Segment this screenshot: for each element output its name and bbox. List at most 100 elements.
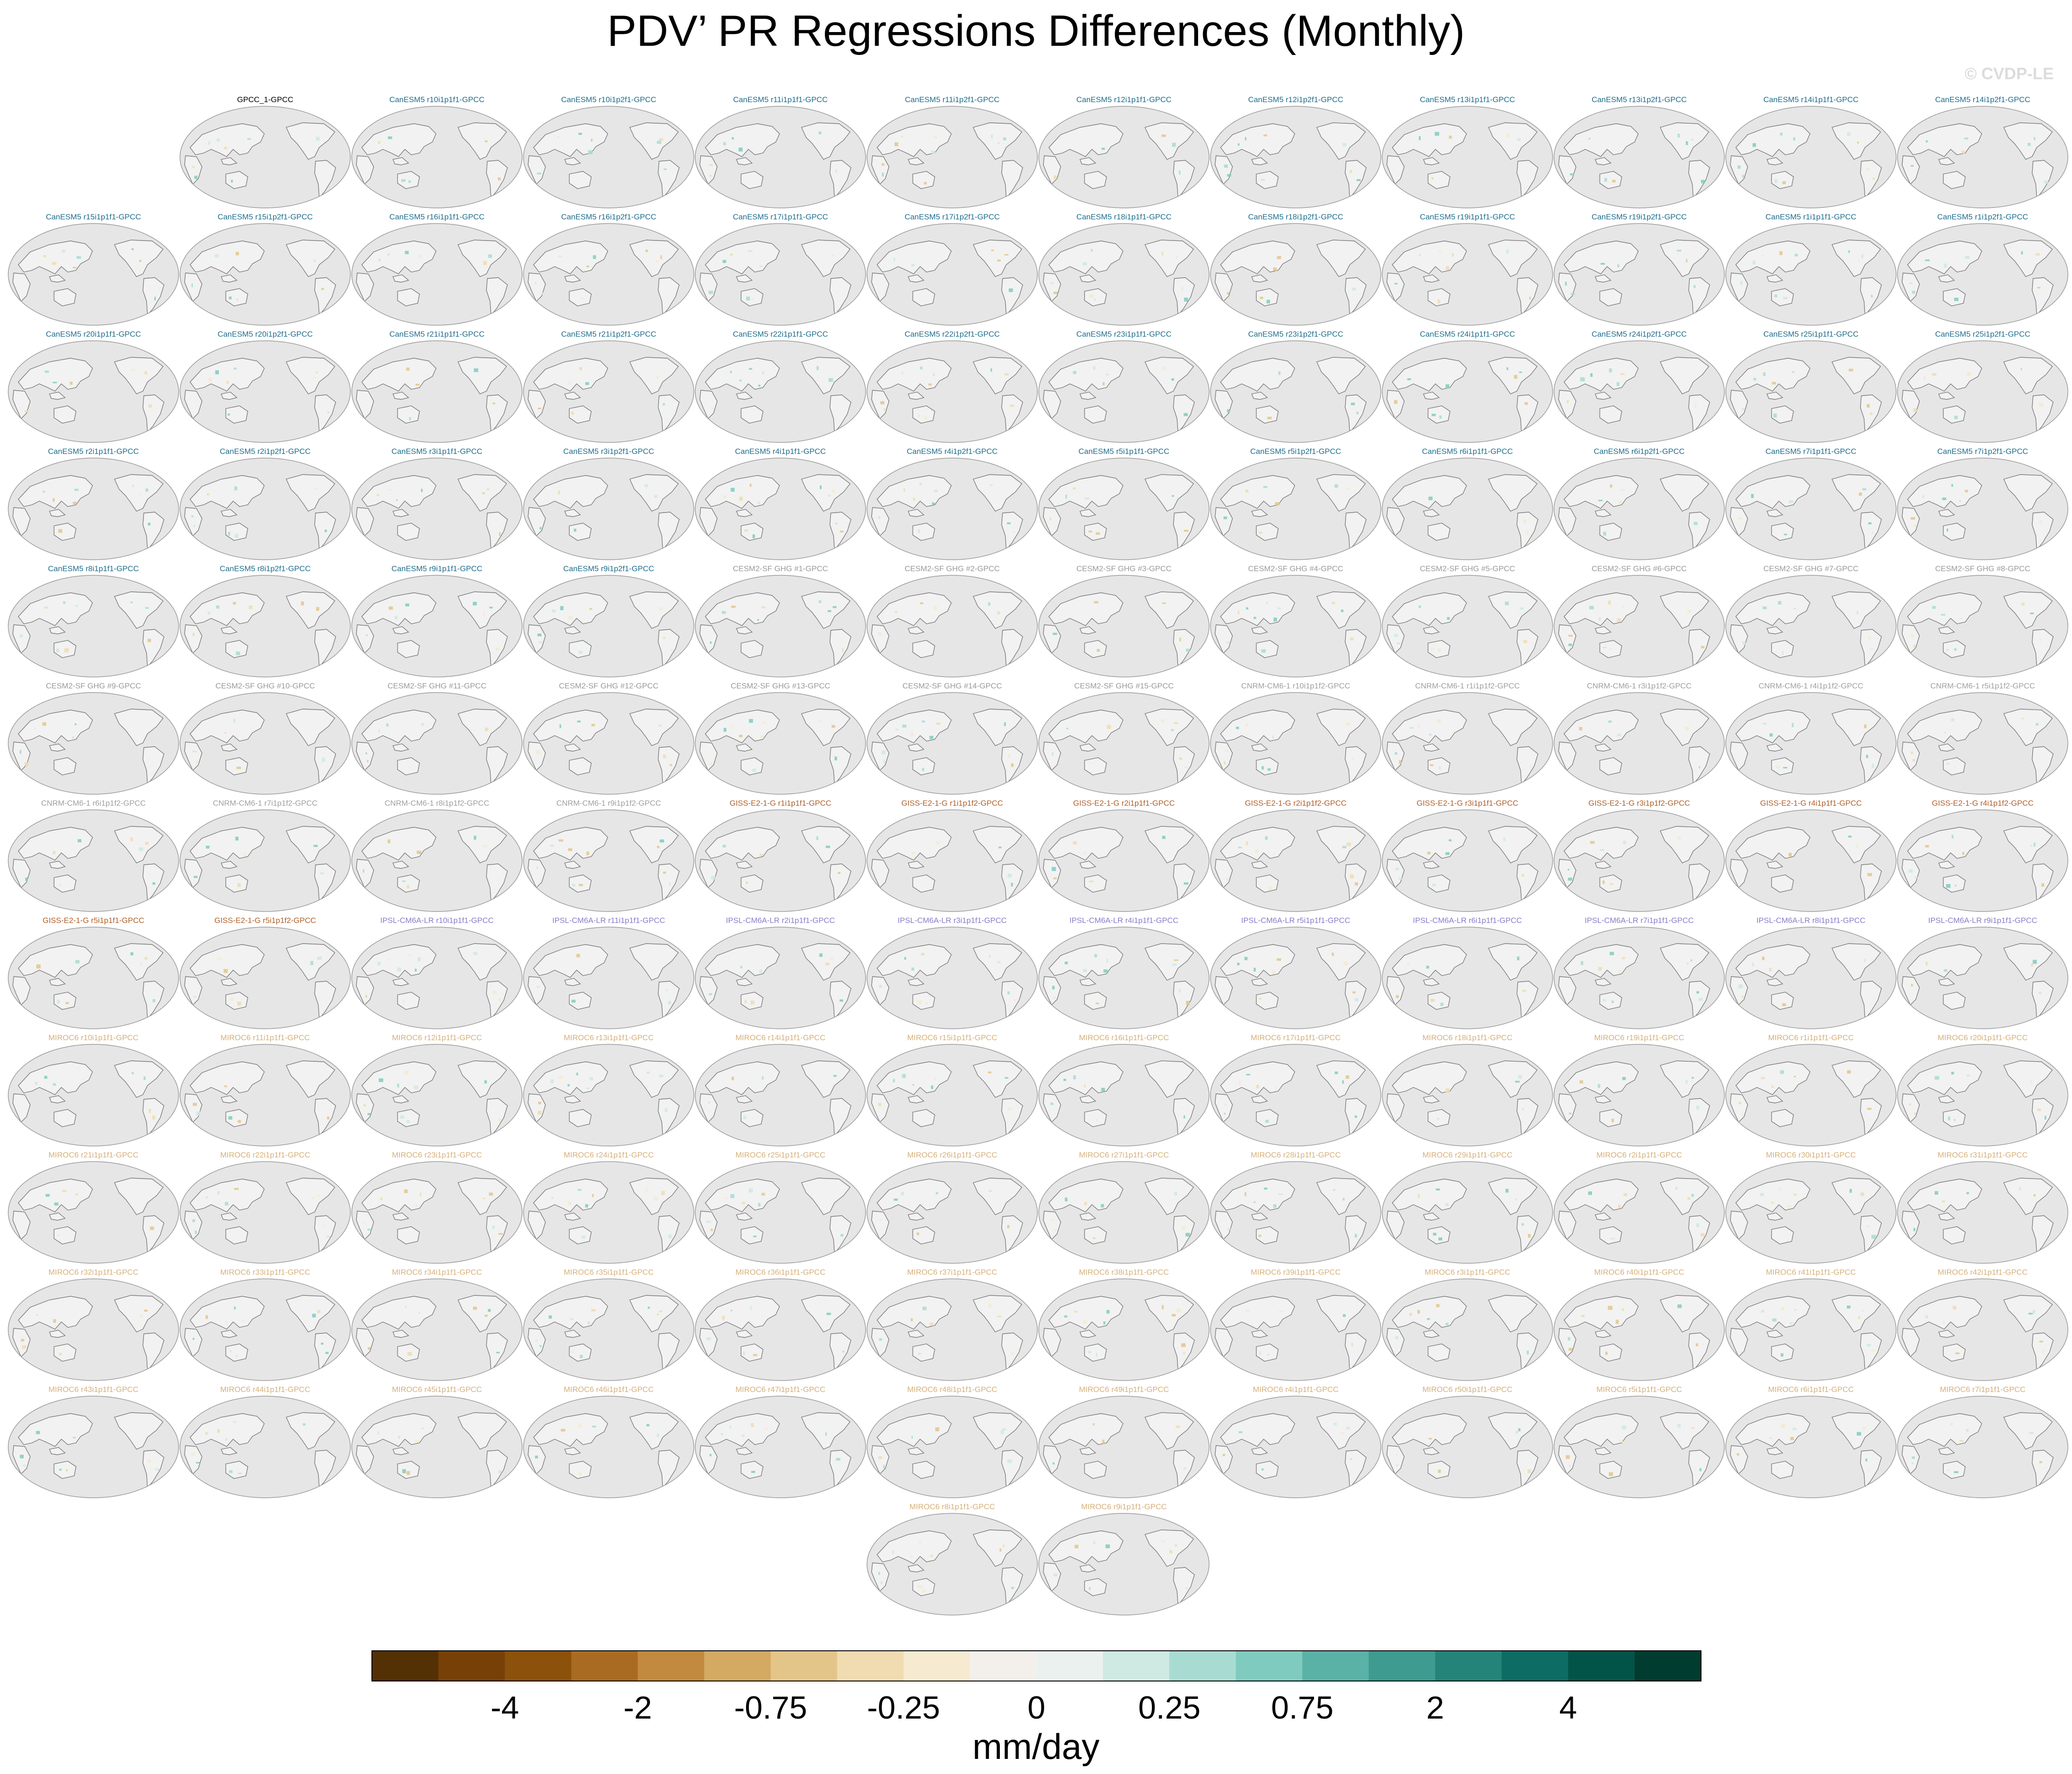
ocean [1726,1396,1896,1498]
ocean [1726,1279,1896,1381]
continent-south-america [1173,160,1195,199]
anomaly-patch [706,1221,711,1223]
anomaly-patch [1433,1233,1437,1236]
continent-australia [912,1226,935,1245]
anomaly-patch [1618,1205,1621,1209]
anomaly-patch [52,262,57,265]
map-panel: CNRM-CM6-1 r5i1p1f2-GPCC [1897,681,2069,795]
map-border [1897,1044,2068,1146]
continent-north-america [114,1178,164,1215]
anomaly-patch [998,142,1000,144]
world-map [1725,692,1897,795]
continent-north-america [286,240,335,277]
world-map [351,106,523,208]
anomaly-patch [589,1077,593,1081]
continent-maritime [1595,861,1612,869]
continent-maritime [1595,1095,1612,1103]
anomaly-patch [749,719,753,723]
map-panel: MIROC6 r19i1p1f1-GPCC [1553,1032,1725,1147]
anomaly-patch [420,1192,421,1197]
anomaly-patch [1527,1469,1531,1474]
map-panel: CanESM5 r16i1p2f1-GPCC [523,212,695,326]
continent-asia-europe [877,240,952,274]
continent-maritime [1595,157,1612,165]
map-border [1038,809,1210,912]
continent-north-america [973,1295,1022,1332]
anomaly-patch [238,1120,241,1123]
anomaly-patch [1267,416,1272,420]
continent-australia [912,171,935,189]
anomaly-patch [1264,1187,1268,1190]
anomaly-patch [1245,1310,1249,1313]
continent-asia-europe [877,1413,952,1447]
continent-maritime [1080,1447,1096,1455]
anomaly-patch [1096,1353,1097,1357]
anomaly-patch [1161,1540,1165,1542]
anomaly-patch [1794,1309,1797,1311]
continent-africa [1215,507,1233,537]
panel-title: MIROC6 r29i1p1f1-GPCC [1422,1151,1513,1159]
anomaly-patch [895,728,899,731]
anomaly-patch [1341,609,1344,612]
anomaly-patch [1942,1201,1945,1202]
anomaly-patch [656,375,659,379]
continent-asia-europe [1564,475,1639,509]
ocean [867,106,1037,208]
anomaly-patch [482,1197,485,1199]
world-map [351,1396,523,1498]
anomaly-patch [206,846,210,849]
continent-south-america [1173,1567,1195,1606]
continent-asia-europe [1564,240,1639,274]
anomaly-patch [537,172,541,175]
anomaly-patch [1568,1337,1570,1341]
continent-africa [871,507,889,537]
continent-australia [225,757,248,775]
anomaly-patch [2039,403,2044,407]
continent-maritime [1251,861,1268,869]
panel-title: CanESM5 r7i1p2f1-GPCC [1937,447,2028,456]
continent-africa [528,976,546,1006]
anomaly-patch [1793,137,1795,141]
anomaly-patch [474,368,479,372]
ocean [1039,1513,1209,1615]
anomaly-patch [231,180,233,183]
world-map [695,1161,866,1264]
continent-south-america [829,1450,851,1489]
anomaly-patch [762,371,764,375]
ocean [1726,341,1896,442]
continent-africa [699,1445,718,1475]
continent-south-america [142,1332,164,1371]
anomaly-patch [1598,1084,1600,1088]
anomaly-patch [1259,531,1263,534]
map-panel: IPSL-CM6A-LR r6i1p1f1-GPCC [1381,915,1554,1030]
map-panel: CESM2-SF GHG #2-GPCC [866,563,1038,678]
continent-south-america [486,512,508,551]
anomaly-patch [1238,611,1239,614]
anomaly-patch [139,260,142,262]
continent-north-america [1145,709,1194,746]
world-map [1210,106,1381,208]
panel-title: MIROC6 r4i1p1f1-GPCC [1253,1385,1339,1394]
world-map [1038,1044,1210,1146]
anomaly-patch [931,1085,933,1089]
anomaly-patch [387,839,391,843]
anomaly-patch [1856,844,1858,848]
anomaly-patch [1227,1228,1231,1230]
anomaly-patch [670,764,672,766]
ocean [1554,1162,1724,1263]
continent-asia-europe [190,710,265,743]
anomaly-patch [1000,1430,1004,1434]
continent-south-america [2032,629,2054,668]
continent-asia-europe [533,358,608,392]
map-border [1725,1396,1897,1498]
anomaly-patch [1620,373,1625,375]
panel-title: CanESM5 r10i1p1f1-GPCC [389,95,485,104]
continent-north-america [1316,943,1366,981]
anomaly-patch [663,637,665,639]
anomaly-patch [145,488,148,492]
continent-australia [1084,640,1107,658]
anomaly-patch [833,1075,837,1077]
anomaly-patch [911,1436,913,1439]
anomaly-patch [1910,517,1915,520]
continent-maritime [393,157,409,165]
